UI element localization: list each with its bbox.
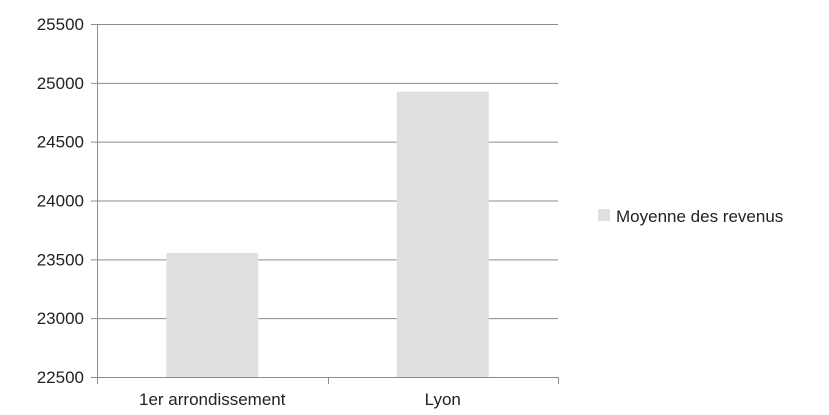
y-tick-label: 23000 xyxy=(37,309,84,328)
x-tick-label: 1er arrondissement xyxy=(139,390,286,409)
legend: Moyenne des revenus xyxy=(598,207,783,226)
bar-first xyxy=(166,252,259,377)
y-tick-label: 24500 xyxy=(37,133,84,152)
y-tick-label: 22500 xyxy=(37,368,84,387)
x-tick-labels: 1er arrondissement Lyon xyxy=(139,390,461,409)
y-tick-label: 23500 xyxy=(37,250,84,269)
y-tick-label: 25000 xyxy=(37,74,84,93)
bar-second xyxy=(396,91,489,378)
legend-swatch xyxy=(598,209,610,221)
bars xyxy=(166,91,489,378)
x-tick-label: Lyon xyxy=(425,390,461,409)
axes xyxy=(97,24,559,384)
legend-label: Moyenne des revenus xyxy=(616,207,783,226)
y-tick-label: 24000 xyxy=(37,192,84,211)
y-tick-labels: 22500 23000 23500 24000 24500 25000 25500 xyxy=(37,15,84,387)
y-tick-label: 25500 xyxy=(37,15,84,34)
